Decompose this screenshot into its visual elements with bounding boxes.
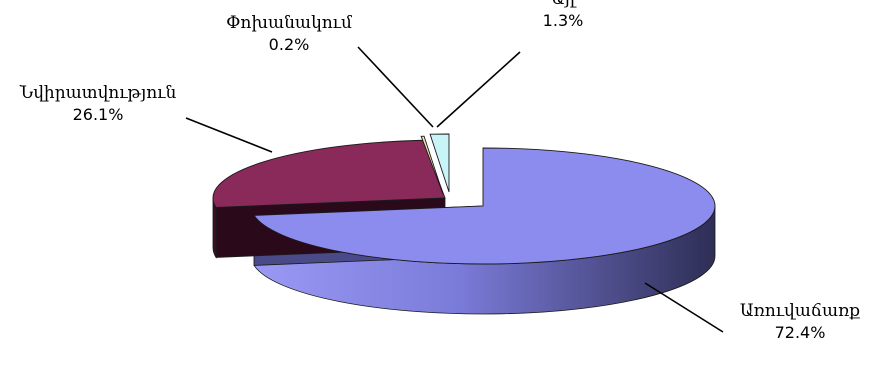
pie-slice-1	[212, 139, 446, 208]
leader-line-3	[436, 51, 521, 128]
slice-label-2: Փոխանակում	[226, 13, 353, 33]
slice-percent-3: 1.3%	[543, 11, 584, 30]
slice-label-1: Նվիրատվություն	[19, 83, 177, 103]
pie-slice-2	[420, 135, 444, 195]
leader-line-1	[185, 117, 273, 153]
leader-line-0	[644, 282, 724, 333]
slice-label-3: Այլ	[551, 0, 577, 9]
slice-percent-1: 26.1%	[73, 105, 124, 124]
leader-line-2	[357, 46, 434, 128]
slice-percent-2: 0.2%	[269, 35, 310, 54]
slice-label-0: Առուվաճառք	[740, 301, 860, 321]
pie-slice-3	[429, 133, 450, 193]
pie-slice-0	[253, 147, 716, 265]
slice-percent-0: 72.4%	[775, 323, 826, 342]
